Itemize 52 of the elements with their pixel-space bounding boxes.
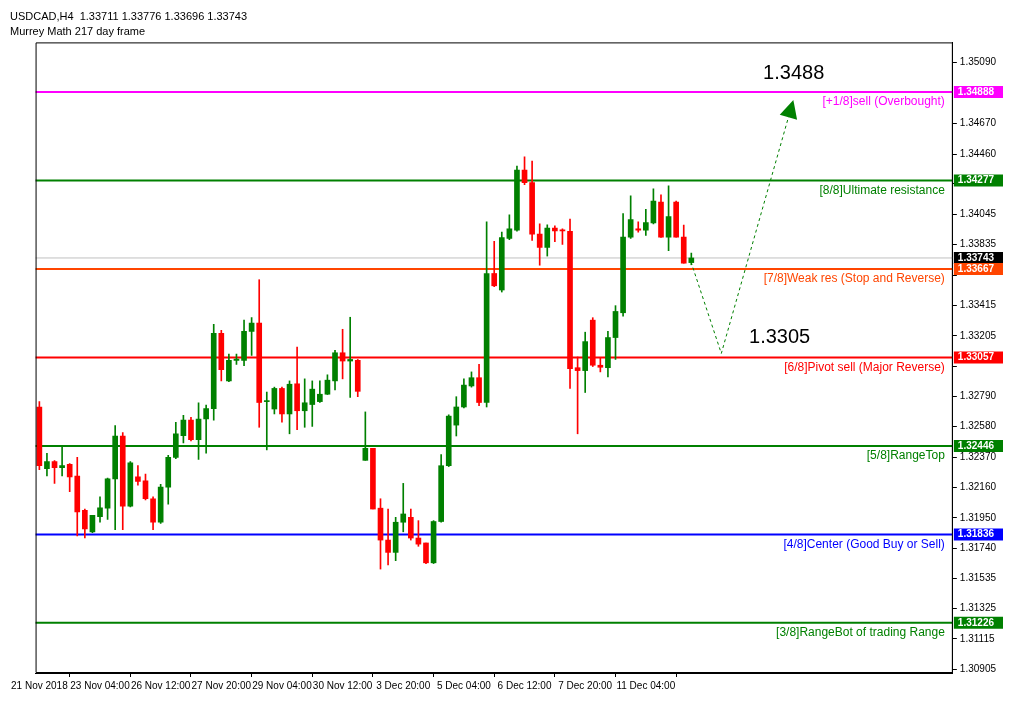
text: 1.33667 xyxy=(957,262,995,274)
y-tick-label: 1.30905 xyxy=(959,663,997,675)
x-tick-label: 26 Nov 12:00 xyxy=(130,679,191,691)
y-tick-label: 1.31950 xyxy=(959,511,997,523)
ref-line-label: [8/8]Ultimate resistance xyxy=(819,182,946,197)
candlestick xyxy=(400,483,407,533)
y-tick-label: 1.31115 xyxy=(959,632,995,644)
x-tick-label: 5 Dec 04:00 xyxy=(436,679,492,691)
ref-line-label: [3/8]RangeBot of trading Range xyxy=(776,625,946,640)
text: 1.31836 xyxy=(957,528,995,540)
y-tick-label: 1.34045 xyxy=(959,207,997,219)
y-tick-label: 1.33835 xyxy=(959,238,997,250)
ref-line-label: [5/8]RangeTop xyxy=(866,448,946,463)
y-tick-label: 1.31740 xyxy=(959,542,997,554)
x-tick-label: 6 Dec 12:00 xyxy=(497,679,552,691)
ref-line-label: [7/8]Weak res (Stop and Reverse) xyxy=(763,271,945,286)
y-tick-label: 1.33205 xyxy=(959,329,997,341)
ref-line-label: [4/8]Center (Good Buy or Sell) xyxy=(783,536,945,551)
y-tick-label: 1.34460 xyxy=(959,147,997,159)
text: 1.31226 xyxy=(957,616,995,628)
text: 1.34277 xyxy=(957,174,995,186)
text: 1.34888 xyxy=(957,85,995,97)
x-tick-label: 21 Nov 2018 xyxy=(11,679,69,691)
ref-line-label: [+1/8]sell (Overbought) xyxy=(822,94,945,109)
ref-line-label: [6/8]Pivot sell (Major Reverse) xyxy=(784,359,945,374)
y-tick-label: 1.32370 xyxy=(959,450,997,462)
text: 1.32446 xyxy=(957,439,995,451)
y-tick-label: 1.33415 xyxy=(959,299,997,311)
x-tick-label: 7 Dec 20:00 xyxy=(558,679,613,691)
y-tick-label: 1.35090 xyxy=(959,56,997,68)
y-tick-label: 1.34670 xyxy=(959,117,997,129)
x-tick-label: 29 Nov 04:00 xyxy=(252,679,313,691)
text: 1.33057 xyxy=(957,351,995,363)
y-tick-label: 1.32790 xyxy=(959,389,997,401)
x-tick-label: 23 Nov 04:00 xyxy=(70,679,131,691)
y-tick-label: 1.31325 xyxy=(959,602,997,614)
candlestick xyxy=(135,465,141,486)
candlestick xyxy=(385,508,391,566)
y-tick-label: 1.31535 xyxy=(959,571,997,583)
y-tick-label: 1.32580 xyxy=(959,420,997,432)
y-tick-label: 1.32160 xyxy=(959,481,997,493)
chart-title: USDCAD,H4 1.33711 1.33776 1.33696 1.33743 xyxy=(10,9,248,22)
annotation: 1.3488 xyxy=(763,61,825,84)
candlestick xyxy=(552,225,558,243)
x-tick-label: 11 Dec 04:00 xyxy=(616,679,676,691)
chart-subtitle: Murrey Math 217 day frame xyxy=(10,24,146,37)
candlestick xyxy=(347,316,354,398)
x-tick-label: 30 Nov 12:00 xyxy=(312,679,373,691)
text: 1.33743 xyxy=(957,251,995,263)
x-tick-label: 27 Nov 20:00 xyxy=(191,679,252,691)
annotation: 1.3305 xyxy=(749,324,811,347)
x-tick-label: 3 Dec 20:00 xyxy=(376,679,431,691)
